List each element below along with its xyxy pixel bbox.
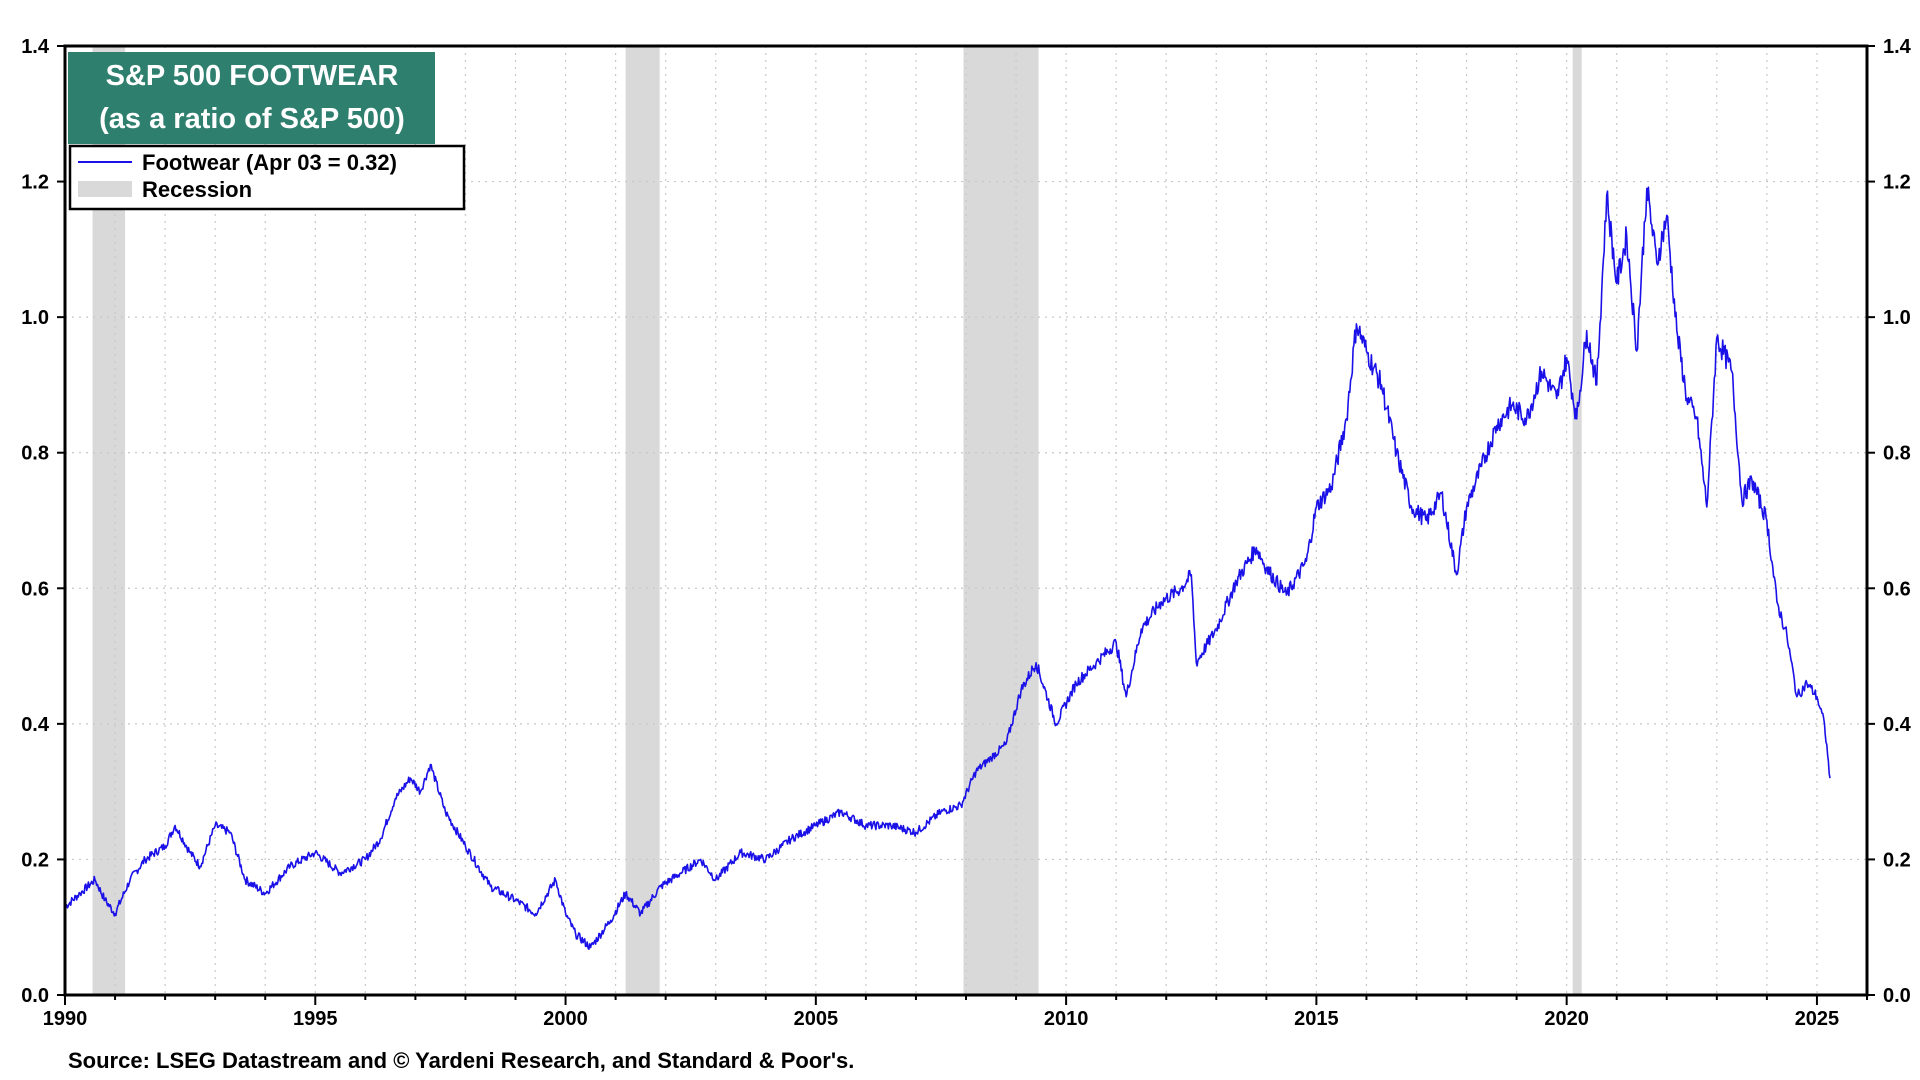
y-tick-label-left: 0.0 [21,985,49,1007]
source-note: Source: LSEG Datastream and © Yardeni Re… [68,1048,854,1073]
series-line-footwear [64,186,1831,951]
legend-box [68,144,466,211]
y-tick-label-left: 0.2 [21,849,49,871]
y-tick-label-left: 1.2 [21,172,49,194]
legend-recession-label: Recession [142,177,252,202]
y-tick-label-right: 1.4 [1883,36,1912,58]
y-tick-label-right: 1.2 [1883,172,1911,194]
chart-title: S&P 500 FOOTWEAR [106,60,399,92]
y-tick-label-right: 0.4 [1883,714,1912,736]
y-tick-label-left: 0.8 [21,443,49,465]
y-tick-label-right: 0.2 [1883,849,1911,871]
title-background [68,52,435,144]
series-layer [64,186,1831,951]
chart-subtitle: (as a ratio of S&P 500) [99,103,405,135]
x-tick-label: 1990 [43,1008,88,1030]
x-tick-label: 2000 [543,1008,588,1030]
y-tick-label-right: 0.0 [1883,985,1911,1007]
x-tick-label: 2020 [1544,1008,1589,1030]
y-axis-ticks: 0.0 0.0 0.2 0.2 0.4 0.4 0.6 0.6 0.8 0.8 1.0 1.0 1.2 1… [21,36,1911,1007]
x-tick-label: 2015 [1294,1008,1339,1030]
title-box: S&P 500 FOOTWEAR (as a ratio of S&P 500) [68,52,435,144]
x-axis-ticks: 1990 1995 2000 2005 2010 2015 2020 2025 [43,995,1868,1030]
recession-band-3 [1572,46,1582,995]
recession-band-2 [963,46,1039,995]
legend-series-label: Footwear (Apr 03 = 0.32) [142,150,397,175]
y-tick-label-left: 1.4 [21,36,50,58]
y-tick-label-right: 0.8 [1883,443,1911,465]
x-tick-label: 2025 [1795,1008,1840,1030]
x-tick-label: 1995 [293,1008,338,1030]
y-tick-label-left: 0.4 [21,714,50,736]
legend: Footwear (Apr 03 = 0.32) Recession [68,144,466,211]
y-tick-label-right: 0.6 [1883,578,1911,600]
x-tick-label: 2005 [794,1008,839,1030]
y-tick-label-right: 1.0 [1883,307,1911,329]
y-tick-label-left: 0.6 [21,578,49,600]
x-tick-label: 2010 [1044,1008,1089,1030]
legend-recession-swatch [78,181,132,197]
y-tick-label-left: 1.0 [21,307,49,329]
recession-band-1 [625,46,660,995]
